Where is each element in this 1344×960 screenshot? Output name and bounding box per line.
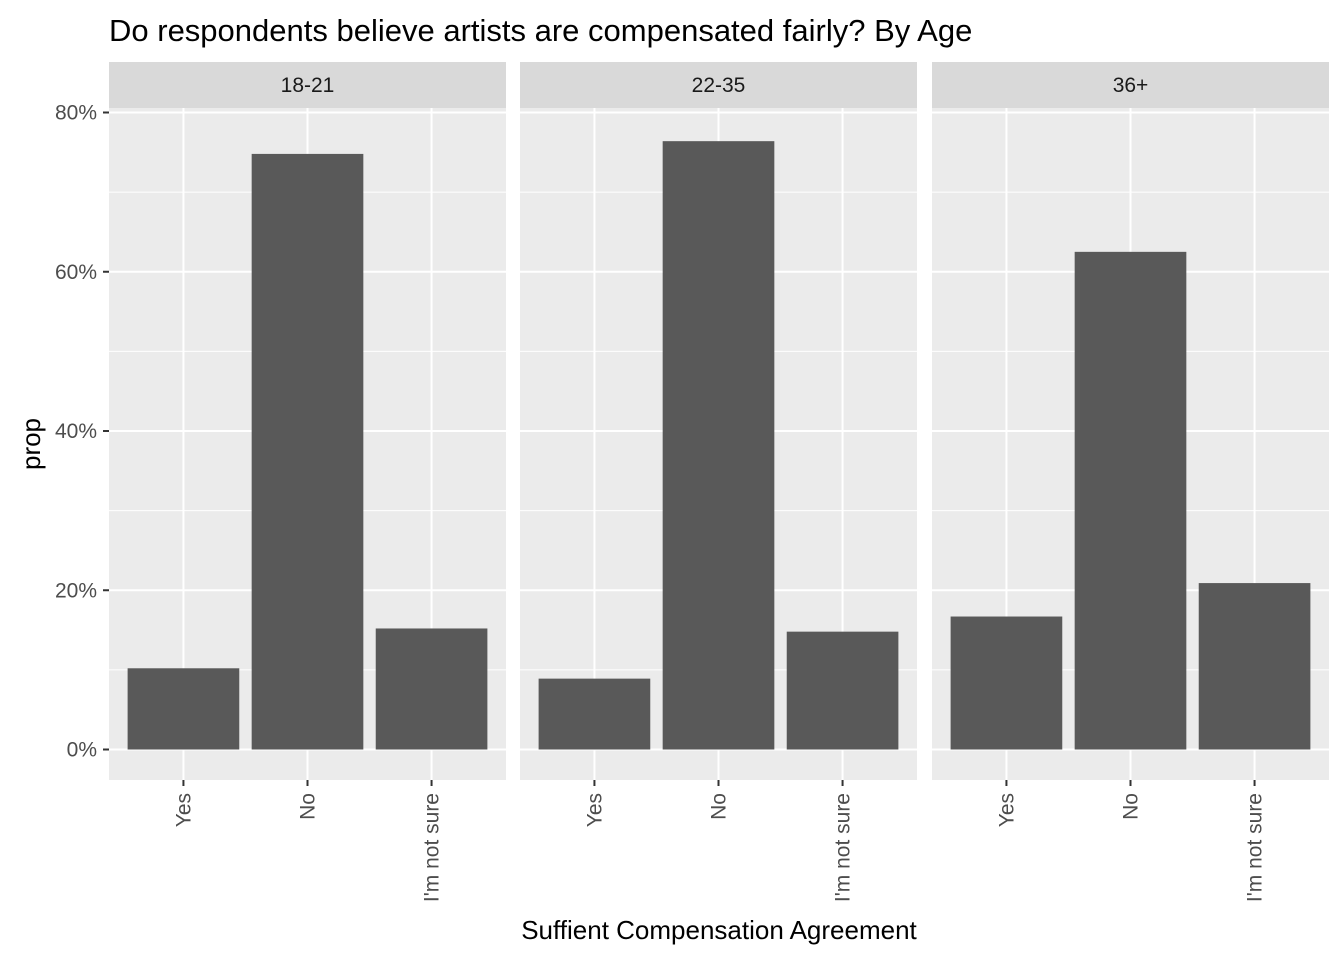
bar bbox=[786, 631, 899, 750]
facet-panel: 36+ Yes No I'm not sure bbox=[932, 62, 1329, 902]
x-tick-label: I'm not sure bbox=[1244, 793, 1267, 902]
facet-strip-label: 22-35 bbox=[692, 74, 746, 97]
y-tick-label: 60% bbox=[55, 261, 97, 284]
bar bbox=[1074, 251, 1187, 750]
y-tick-label: 80% bbox=[55, 102, 97, 125]
facet-panels: 18-21 Yes No I'm not sure 22-35 Yes No I'm not … bbox=[109, 62, 1329, 902]
bar bbox=[251, 153, 364, 750]
x-tick-label: No bbox=[1120, 793, 1143, 820]
facet-strip bbox=[932, 62, 1329, 108]
bar bbox=[538, 678, 651, 750]
bar bbox=[1198, 583, 1311, 750]
y-tick-label: 0% bbox=[67, 739, 97, 762]
y-axis: 0% 20% 40% 60% 80% bbox=[55, 102, 109, 762]
facet-strip bbox=[109, 62, 506, 108]
x-tick-label: I'm not sure bbox=[832, 793, 855, 902]
chart-title: Do respondents believe artists are compe… bbox=[109, 13, 972, 48]
x-tick-label: Yes bbox=[172, 793, 195, 827]
x-tick-label: Yes bbox=[995, 793, 1018, 827]
y-tick-label: 20% bbox=[55, 579, 97, 602]
x-tick-label: No bbox=[297, 793, 320, 820]
facet-strip-label: 18-21 bbox=[281, 74, 335, 97]
bar bbox=[950, 616, 1063, 750]
x-tick-label: No bbox=[708, 793, 731, 820]
x-tick-label: I'm not sure bbox=[421, 793, 444, 902]
bar bbox=[375, 628, 488, 750]
y-axis-title: prop bbox=[16, 418, 46, 470]
bar bbox=[662, 141, 775, 750]
y-tick-label: 40% bbox=[55, 420, 97, 443]
bar bbox=[127, 668, 240, 750]
facet-panel: 18-21 Yes No I'm not sure bbox=[109, 62, 506, 902]
facet-panel: 22-35 Yes No I'm not sure bbox=[520, 62, 917, 902]
x-tick-label: Yes bbox=[583, 793, 606, 827]
facet-strip-label: 36+ bbox=[1113, 74, 1149, 97]
facet-strip bbox=[520, 62, 917, 108]
x-axis-title: Suffient Compensation Agreement bbox=[521, 915, 917, 945]
